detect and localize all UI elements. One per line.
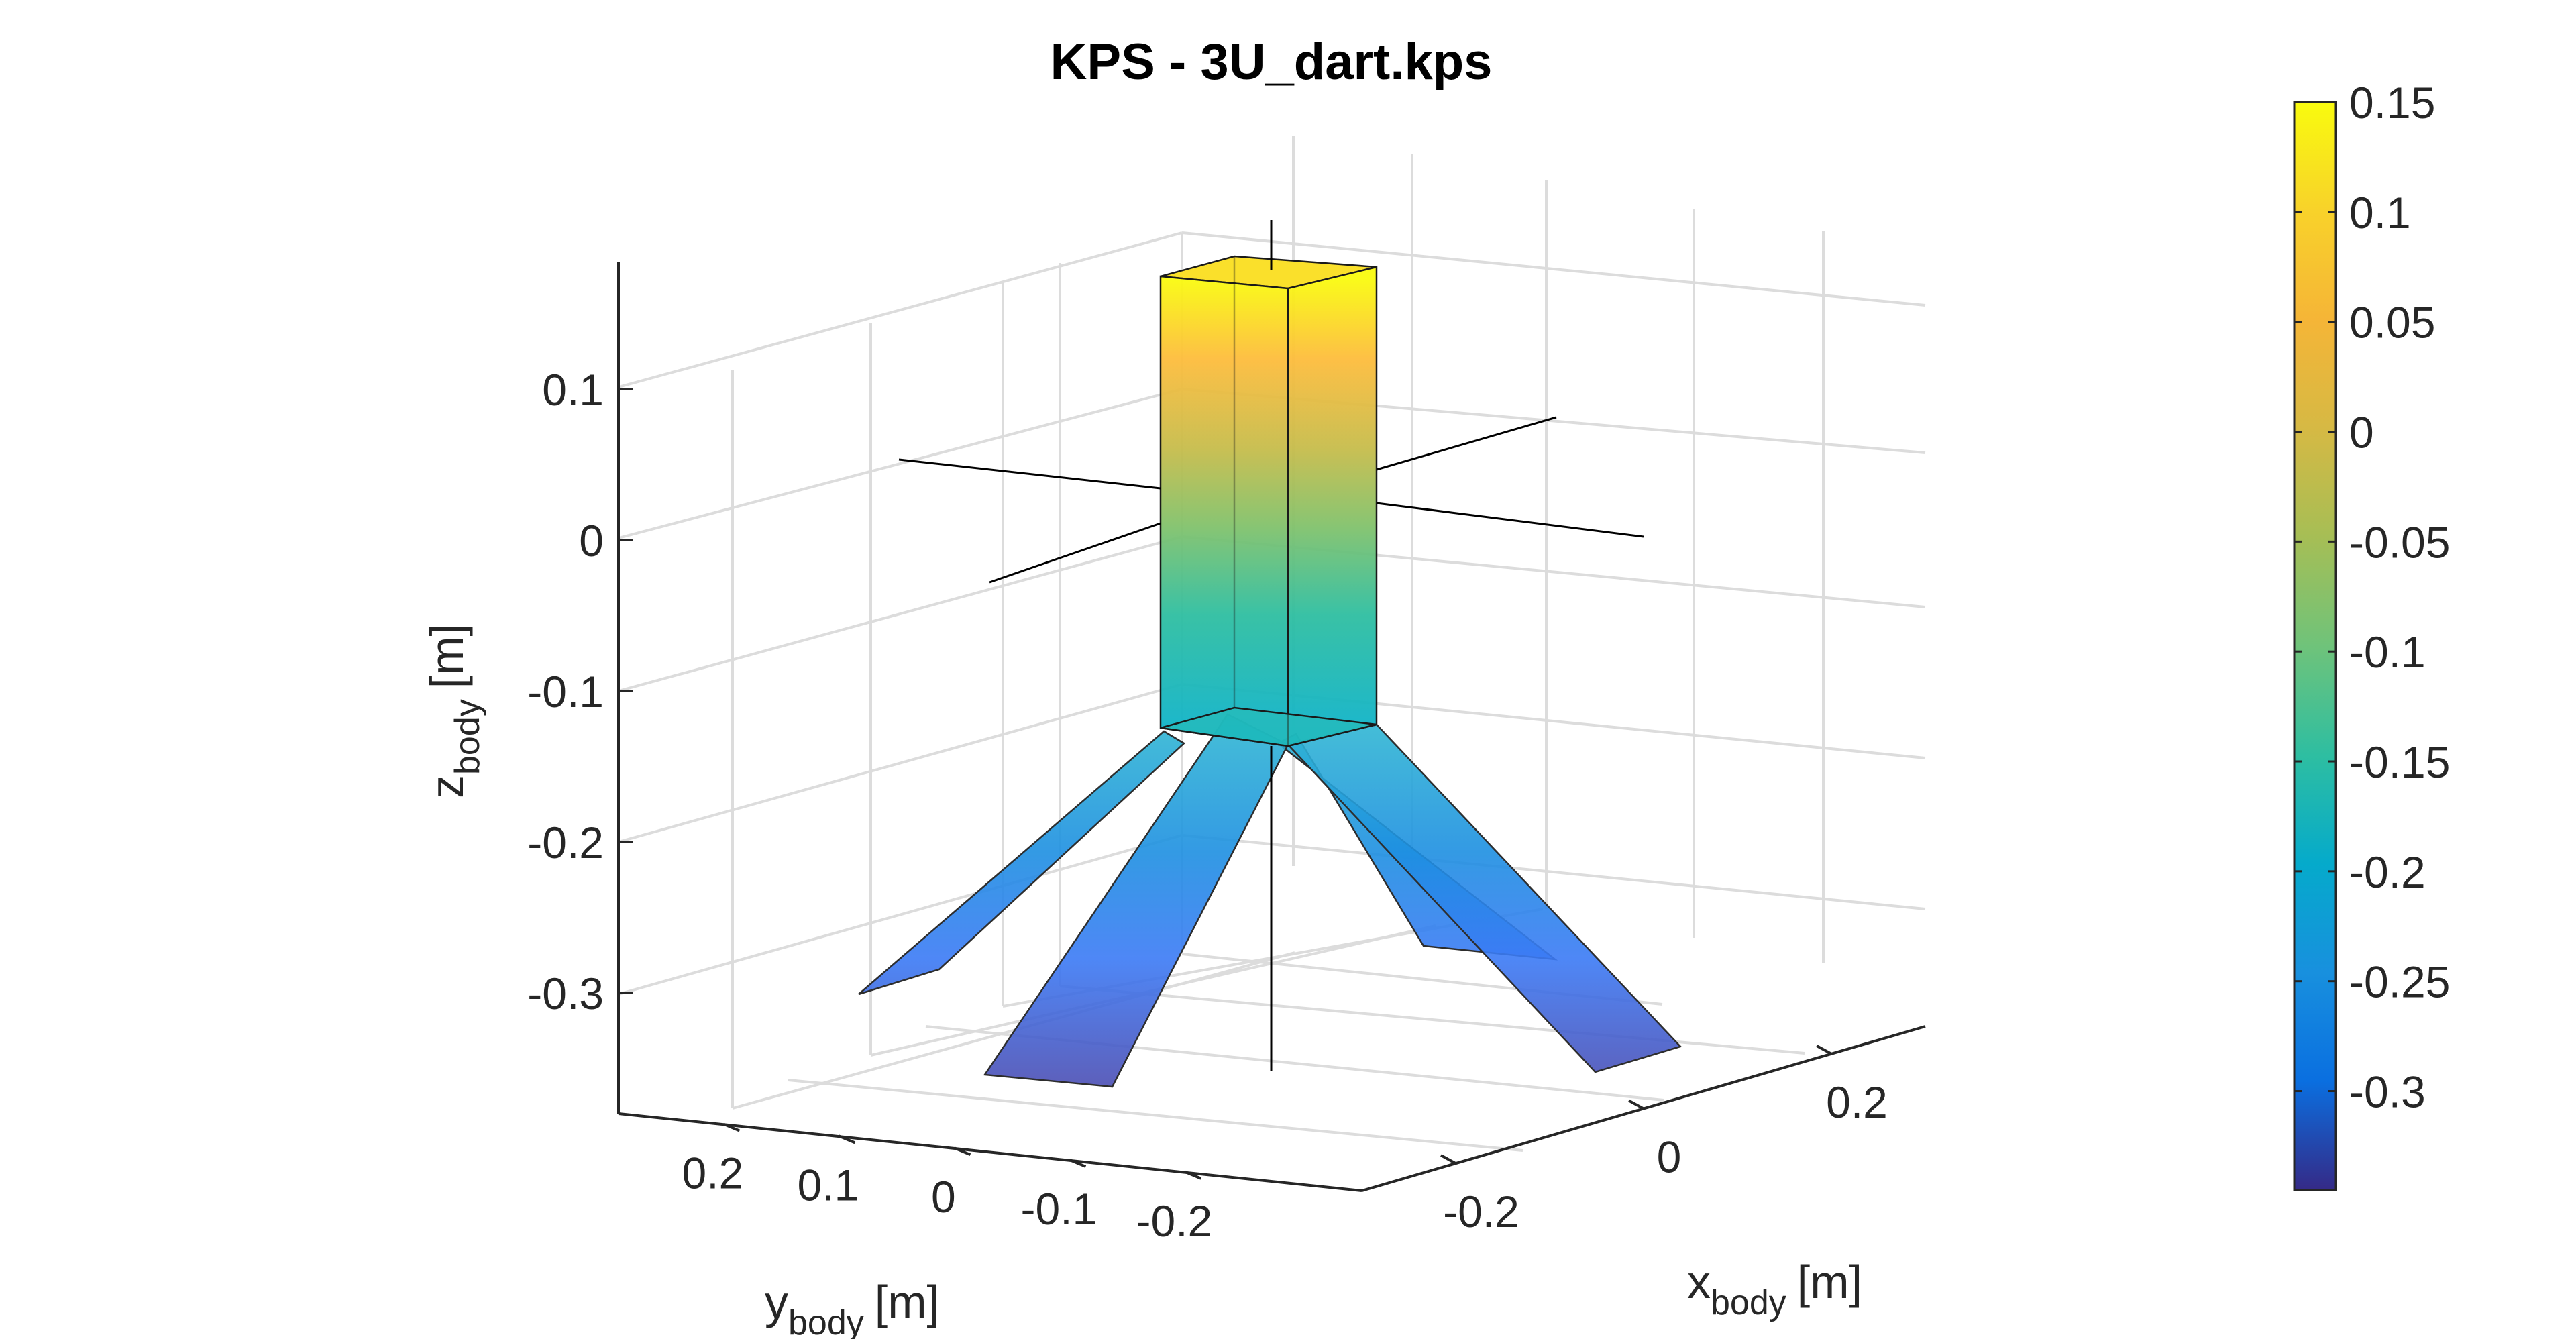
z-tick-label: -0.2 (527, 818, 604, 867)
chart-title: KPS - 3U_dart.kps (1051, 34, 1493, 91)
x-axis-label: xbody [m] (1687, 1256, 1862, 1322)
x-axis-label-sub: body (1711, 1283, 1786, 1322)
z-axis-label-var: z (421, 775, 473, 798)
grid-line (788, 1079, 1523, 1152)
z-tick-label: -0.3 (527, 969, 604, 1018)
colorbar-tick-label: 0.05 (2349, 298, 2435, 347)
z-axis-label: zbody [m] (421, 623, 487, 798)
grid-line (618, 535, 1183, 692)
colorbar-tick-label: 0.1 (2349, 188, 2411, 237)
axis-line-x (898, 458, 1161, 490)
grid-line (1181, 231, 1926, 307)
y-axis-line (618, 1112, 1362, 1192)
y-tick-label: 0.1 (798, 1160, 859, 1210)
x-tick-label: -0.2 (1443, 1187, 1519, 1236)
colorbar-tick-label: -0.15 (2349, 737, 2450, 787)
x-tick-mark (1628, 1099, 1644, 1110)
colorbar-fill (2293, 101, 2337, 1191)
x-axis-label-var: x (1687, 1256, 1711, 1308)
body-right-face (1287, 266, 1378, 747)
y-axis-ticks: 0.2 0.1 0 -0.1 -0.2 (682, 1122, 1213, 1246)
colorbar-tick-label: 0.15 (2349, 78, 2435, 127)
y-tick-mark (722, 1122, 741, 1132)
rocket-body (1159, 255, 1378, 747)
grid-line (1181, 834, 1926, 910)
y-axis-label-var: y (765, 1276, 788, 1328)
fin-front-right (1286, 723, 1682, 1073)
y-tick-mark (838, 1134, 856, 1144)
colorbar-tick-label: -0.3 (2349, 1067, 2426, 1117)
z-tick-label: -0.1 (527, 667, 604, 716)
colorbar: 0.15 0.1 0.05 0 -0.05 -0.1 -0.15 -0.2 -0.25 -0.3 (2293, 78, 2450, 1191)
y-tick-label: -0.1 (1021, 1184, 1097, 1234)
colorbar-tick-label: -0.25 (2349, 957, 2450, 1007)
y-axis-label-sub: body (788, 1303, 864, 1339)
x-axis-ticks: -0.2 0 0.2 (1440, 1045, 1888, 1236)
y-tick-label: -0.2 (1136, 1196, 1213, 1246)
y-tick-mark (953, 1146, 971, 1157)
fins (858, 713, 1682, 1088)
body-frame-axes (898, 220, 1644, 1071)
colorbar-tick-label: -0.1 (2349, 627, 2426, 677)
x-tick-label: 0.2 (1826, 1077, 1888, 1127)
colorbar-ticks: 0.15 0.1 0.05 0 -0.05 -0.1 -0.15 -0.2 -0.25 -0.3 (2294, 78, 2450, 1117)
y-tick-mark (1184, 1170, 1202, 1180)
axis-line-y (989, 522, 1161, 584)
z-tick-label: 0 (579, 516, 604, 566)
y-tick-label: 0.2 (682, 1148, 744, 1198)
fin-back-left (858, 730, 1186, 996)
grid-line (618, 683, 1183, 843)
grid-line (618, 231, 1183, 388)
body-left-face (1159, 275, 1289, 747)
z-axis-label-unit: [m] (421, 623, 473, 688)
axis-line-y (1376, 416, 1557, 471)
colorbar-tick-label: -0.05 (2349, 517, 2450, 567)
grid-line (618, 388, 1183, 539)
x-axis-label-unit: [m] (1797, 1256, 1862, 1308)
x-tick-mark (1440, 1154, 1456, 1165)
y-tick-label: 0 (931, 1172, 956, 1222)
z-axis-label-sub: body (448, 699, 487, 775)
x-tick-label: 0 (1657, 1132, 1682, 1182)
y-tick-mark (1069, 1159, 1087, 1168)
colorbar-tick-label: 0 (2349, 408, 2374, 458)
grid-line (1059, 985, 1805, 1055)
z-tick-label: 0.1 (542, 365, 604, 415)
axis-line-x (1376, 502, 1644, 538)
y-axis-label-unit: [m] (875, 1276, 940, 1328)
y-axis-label: ybody [m] (765, 1276, 940, 1339)
grid-line (618, 834, 1183, 996)
x-tick-mark (1816, 1045, 1832, 1055)
body-bottom-face (1160, 706, 1377, 747)
colorbar-tick-label: -0.2 (2349, 847, 2426, 897)
z-axis-ticks: 0.1 0 -0.1 -0.2 -0.3 (527, 365, 633, 1018)
